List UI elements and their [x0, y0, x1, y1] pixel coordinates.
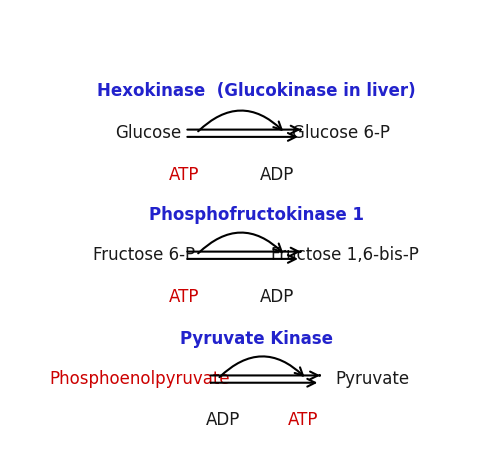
Text: ADP: ADP	[206, 411, 240, 429]
Text: Glucose: Glucose	[114, 124, 181, 142]
Text: Glucose 6-P: Glucose 6-P	[292, 124, 390, 142]
Text: ATP: ATP	[170, 288, 200, 306]
Text: ATP: ATP	[170, 166, 200, 184]
Text: ADP: ADP	[260, 166, 295, 184]
Text: ATP: ATP	[288, 411, 318, 429]
Text: Fructose 1,6-bis-P: Fructose 1,6-bis-P	[272, 246, 420, 264]
Text: ADP: ADP	[260, 288, 295, 306]
Text: Fructose 6-P: Fructose 6-P	[93, 246, 195, 264]
Text: Pyruvate Kinase: Pyruvate Kinase	[180, 330, 333, 348]
Text: Phosphoenolpyruvate: Phosphoenolpyruvate	[50, 370, 230, 388]
Text: Hexokinase  (Glucokinase in liver): Hexokinase (Glucokinase in liver)	[97, 82, 416, 100]
Text: Pyruvate: Pyruvate	[336, 370, 409, 388]
Text: Phosphofructokinase 1: Phosphofructokinase 1	[149, 206, 364, 224]
